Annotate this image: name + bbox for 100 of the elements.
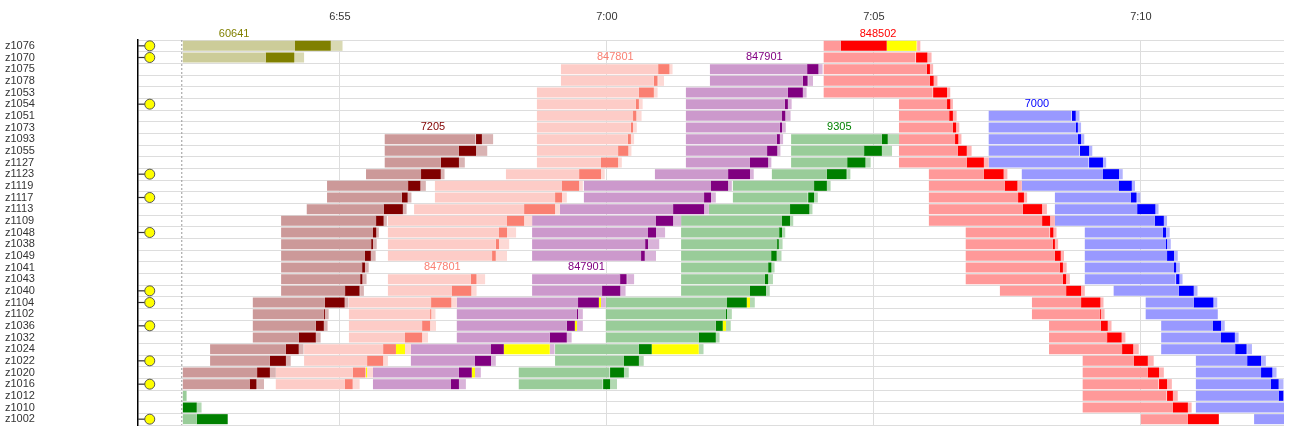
bar (881, 145, 893, 156)
bar (600, 157, 619, 168)
bar (1081, 297, 1101, 308)
bar (367, 355, 384, 366)
bar (1137, 204, 1156, 215)
bar (555, 204, 560, 215)
bar (507, 215, 525, 226)
bar (782, 110, 786, 121)
bar (471, 367, 475, 378)
bar (549, 344, 555, 355)
bar (814, 180, 827, 191)
bar (430, 297, 452, 308)
bar (766, 285, 770, 296)
bar (524, 215, 533, 226)
bar (782, 215, 791, 226)
bar (715, 320, 723, 331)
y-tick-label: z1075 (5, 62, 35, 75)
bar (1089, 145, 1093, 156)
bar (633, 110, 637, 121)
bar (196, 414, 228, 425)
bar (1077, 134, 1082, 145)
bar (644, 239, 648, 250)
bar (603, 379, 611, 390)
bar (574, 320, 577, 331)
bar (653, 75, 658, 86)
bar (1172, 402, 1188, 413)
bar (324, 297, 345, 308)
bar (1247, 355, 1262, 366)
bar (926, 64, 930, 75)
bar (384, 134, 476, 145)
bar (421, 169, 441, 180)
bar (802, 87, 807, 98)
bar (1187, 402, 1192, 413)
y-tick-label: z1113 (5, 202, 34, 215)
bar (610, 367, 624, 378)
bar (1214, 297, 1218, 308)
bar (627, 134, 631, 145)
bar (618, 145, 629, 156)
y-tick-label: z1127 (5, 155, 35, 168)
bar (966, 157, 984, 168)
bar (182, 402, 197, 413)
bar (949, 110, 953, 121)
bar (1234, 332, 1239, 343)
bar (298, 332, 316, 343)
bar (776, 239, 779, 250)
bar (826, 169, 847, 180)
bar (947, 87, 951, 98)
bar (776, 134, 780, 145)
bar (1147, 355, 1154, 366)
bar (1118, 169, 1123, 180)
bar (1066, 285, 1082, 296)
bar (1080, 145, 1090, 156)
bar (495, 250, 508, 261)
bar (387, 250, 493, 261)
bar (361, 262, 365, 273)
y-tick-label: z1038 (5, 237, 35, 250)
bar (618, 157, 622, 168)
bar (647, 227, 656, 238)
bar (370, 250, 376, 261)
bar (269, 367, 276, 378)
series-label: 847901 (568, 259, 605, 272)
bar (1133, 355, 1148, 366)
bar (421, 180, 426, 191)
bar (619, 274, 627, 285)
bar (474, 355, 491, 366)
bar (182, 414, 197, 425)
x-tick-label: 7:05 (863, 10, 885, 23)
bar (966, 145, 972, 156)
bar (367, 367, 373, 378)
bar (560, 64, 659, 75)
bar (651, 344, 699, 355)
bar (578, 309, 583, 320)
bar (549, 332, 567, 343)
bar (1167, 250, 1174, 261)
bar (182, 390, 187, 401)
bar (784, 99, 788, 110)
bar (458, 379, 466, 390)
bar (458, 157, 465, 168)
bar (315, 332, 321, 343)
bar (749, 169, 754, 180)
y-tick-label: z1070 (5, 50, 35, 63)
y-tick-label: z1049 (5, 248, 35, 261)
bar (814, 192, 818, 203)
y-tick-label: z1051 (5, 108, 35, 121)
bar (578, 297, 599, 308)
bar (787, 99, 792, 110)
bar (1159, 379, 1168, 390)
bar (352, 379, 360, 390)
bar (770, 250, 777, 261)
bar (1178, 285, 1194, 296)
bar (265, 52, 295, 63)
bar (295, 40, 331, 51)
bar (728, 180, 732, 191)
y-tick-label: z1016 (5, 377, 35, 390)
bar (778, 227, 783, 238)
text: 847901 (745, 49, 783, 62)
bar (458, 367, 472, 378)
bar (422, 332, 428, 343)
bar (402, 204, 407, 215)
bar (285, 355, 291, 366)
